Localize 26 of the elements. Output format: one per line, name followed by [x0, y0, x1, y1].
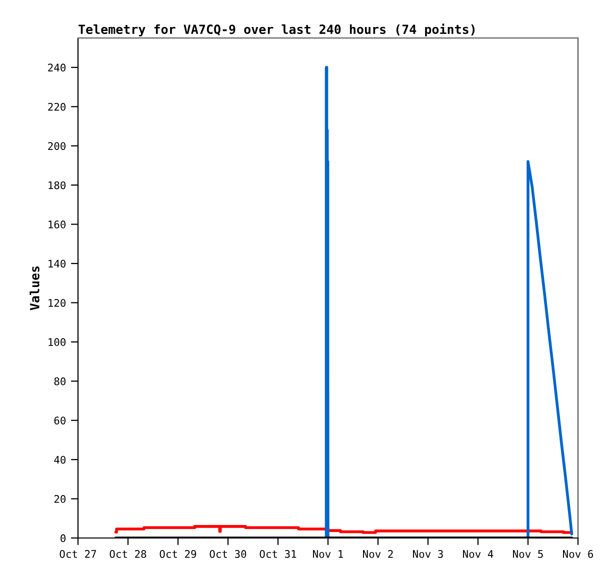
x-tick-label: Oct 29: [160, 550, 196, 558]
y-tick-label: 160: [48, 220, 66, 228]
x-tick-label: Nov 4: [463, 550, 494, 558]
chart-title: Telemetry for VA7CQ-9 over last 240 hours (74 points): [78, 24, 475, 36]
y-tick-label: 100: [48, 338, 66, 346]
y-tick-label: 80: [54, 377, 66, 386]
y-tick-label: 20: [54, 495, 66, 503]
x-tick-label: Nov 2: [363, 550, 393, 558]
x-tick-label: Oct 30: [210, 550, 246, 558]
y-tick-label: 220: [48, 102, 66, 111]
x-tick-label: Oct 31: [260, 550, 296, 558]
x-tick-label: Nov 6: [563, 550, 594, 558]
y-tick-label: 200: [48, 142, 66, 150]
x-tick-label: Nov 5: [513, 550, 543, 558]
y-tick-label: 120: [48, 298, 66, 307]
x-tick-label: Oct 28: [110, 550, 146, 558]
x-tick-label: Oct 27: [60, 550, 96, 558]
y-axis-title: Values: [30, 266, 40, 310]
y-tick-label: 60: [54, 416, 66, 424]
x-tick-label: Nov 1: [313, 550, 343, 558]
y-tick-label: 140: [48, 260, 66, 268]
x-tick-label: Nov 3: [413, 550, 443, 558]
y-tick-label: 180: [48, 181, 66, 190]
y-tick-label: 40: [54, 456, 66, 464]
y-tick-label: 0: [60, 534, 66, 542]
y-tick-label: 240: [48, 64, 66, 72]
